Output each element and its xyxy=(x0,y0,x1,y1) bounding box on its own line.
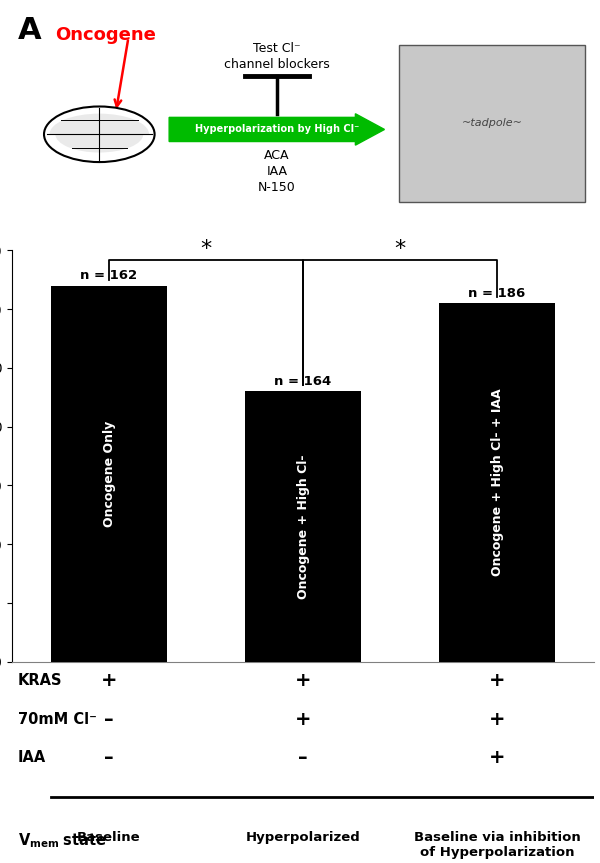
Text: Hyperpolarization by High Cl⁻: Hyperpolarization by High Cl⁻ xyxy=(194,124,359,135)
Text: Test Cl⁻
channel blockers: Test Cl⁻ channel blockers xyxy=(224,42,329,72)
Text: +: + xyxy=(101,671,117,690)
Text: Oncogene + High Cl- + IAA: Oncogene + High Cl- + IAA xyxy=(491,388,503,576)
Text: *: * xyxy=(200,239,212,259)
Text: IAA: IAA xyxy=(18,751,46,765)
Text: Baseline: Baseline xyxy=(77,831,141,844)
Text: n = 186: n = 186 xyxy=(469,287,526,299)
Text: –: – xyxy=(104,710,114,729)
Text: ACA
IAA
N-150: ACA IAA N-150 xyxy=(258,148,296,194)
Bar xyxy=(245,391,361,662)
Text: Baseline via inhibition
of Hyperpolarization: Baseline via inhibition of Hyperpolariza… xyxy=(413,831,580,860)
Text: n = 164: n = 164 xyxy=(274,375,332,387)
FancyArrow shape xyxy=(169,114,385,145)
Text: +: + xyxy=(489,710,505,729)
Text: Hyperpolarized: Hyperpolarized xyxy=(245,831,361,844)
Bar xyxy=(51,286,167,662)
Text: ~tadpole~: ~tadpole~ xyxy=(461,118,523,129)
Text: –: – xyxy=(298,748,308,767)
Text: *: * xyxy=(394,239,406,259)
Text: $\mathbf{V_{mem}}$$\mathbf{\ state}$: $\mathbf{V_{mem}}$$\mathbf{\ state}$ xyxy=(18,831,107,850)
Text: +: + xyxy=(295,671,311,690)
Text: A: A xyxy=(18,16,41,45)
Text: KRAS: KRAS xyxy=(18,673,62,689)
Bar xyxy=(439,303,555,662)
Text: 70mM Cl⁻: 70mM Cl⁻ xyxy=(18,712,97,727)
Text: +: + xyxy=(489,671,505,690)
Text: +: + xyxy=(489,748,505,767)
Text: –: – xyxy=(104,748,114,767)
Wedge shape xyxy=(50,114,149,153)
Text: Oncogene Only: Oncogene Only xyxy=(103,420,115,526)
FancyBboxPatch shape xyxy=(399,45,585,202)
Text: n = 162: n = 162 xyxy=(80,269,137,282)
Text: Oncogene + High Cl-: Oncogene + High Cl- xyxy=(296,454,310,599)
Text: +: + xyxy=(295,710,311,729)
Text: Oncogene: Oncogene xyxy=(55,26,155,43)
